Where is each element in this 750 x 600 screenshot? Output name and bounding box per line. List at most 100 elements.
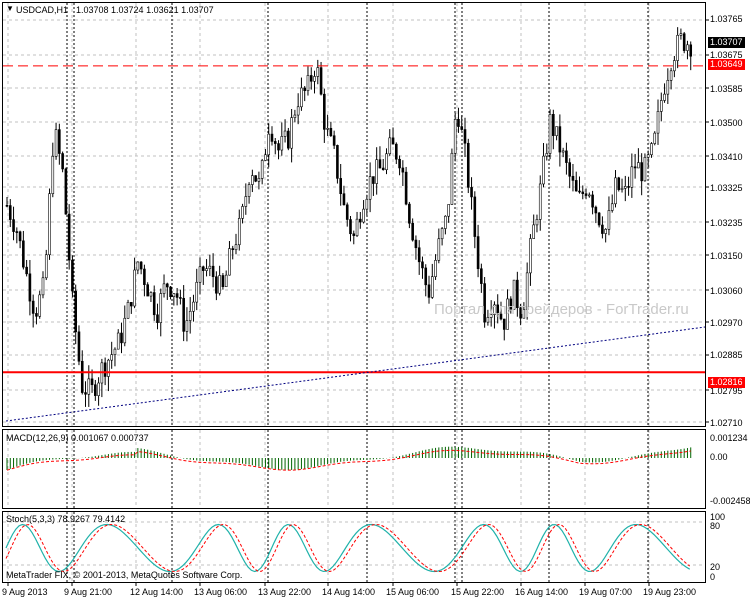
candle-body <box>394 143 398 160</box>
candle-body <box>493 304 496 315</box>
candle-body <box>359 218 362 223</box>
candle-body <box>430 276 434 298</box>
candle-body <box>228 248 231 276</box>
candle-body <box>391 137 395 145</box>
candle-body <box>607 210 611 230</box>
macd-panel-frame <box>2 429 706 509</box>
stoch-panel-frame <box>2 511 706 583</box>
candle-body <box>113 348 117 355</box>
candle-body <box>188 310 192 321</box>
candle-body <box>283 130 287 137</box>
candle-body <box>460 126 464 130</box>
candle-body <box>231 248 235 251</box>
candle-body <box>676 34 679 61</box>
current-price-box: 1.03707 <box>708 37 745 48</box>
price-axis-label: 1.02970 <box>710 318 743 328</box>
candle-body <box>51 155 55 194</box>
candle-body <box>107 359 110 377</box>
candle-body <box>146 284 149 297</box>
candle-body <box>97 382 100 396</box>
candle-body <box>421 261 424 269</box>
candle-body <box>555 126 558 136</box>
candle-body <box>336 145 339 179</box>
time-axis-label: 12 Aug 14:00 <box>130 587 184 597</box>
candle-body <box>538 183 542 220</box>
candle-body <box>666 79 670 95</box>
candle-body <box>133 269 136 307</box>
price-axis-label: 1.03585 <box>710 84 743 94</box>
candle-body <box>126 302 130 319</box>
candle-body <box>280 136 284 151</box>
candle-body <box>103 362 107 377</box>
candle-body <box>267 133 271 156</box>
candle-body <box>316 67 320 77</box>
candle-body <box>682 33 686 51</box>
copyright-label: MetaTrader FIX, © 2001-2013, MetaQuotes … <box>6 570 243 580</box>
candle-body <box>450 152 454 205</box>
candle-body <box>355 218 359 236</box>
candle-body <box>368 176 372 200</box>
candle-body <box>221 275 225 288</box>
candle-body <box>519 307 522 319</box>
candle-body <box>365 198 369 210</box>
macd-axis-label: -0.002458 <box>710 496 750 506</box>
candle-body <box>689 44 693 57</box>
candle-body <box>571 175 575 181</box>
candle-body <box>264 154 267 161</box>
candle-body <box>434 260 437 277</box>
candle-body <box>476 236 480 270</box>
candle-body <box>552 114 555 136</box>
candle-body <box>329 127 333 137</box>
candle-body <box>447 204 450 217</box>
time-axis-label: 19 Aug 07:00 <box>579 587 633 597</box>
main-panel-frame <box>2 2 706 427</box>
price-axis-label: 1.03235 <box>710 218 743 228</box>
candle-body <box>175 293 179 298</box>
candle-body <box>643 157 647 182</box>
candle-body <box>529 238 532 274</box>
candle-body <box>159 293 163 323</box>
candle-body <box>22 240 25 268</box>
candle-body <box>273 141 277 144</box>
candle-body <box>116 332 120 350</box>
candle-body <box>123 317 127 344</box>
candle-body <box>234 244 238 251</box>
candle-body <box>251 175 254 185</box>
vertical-markers <box>66 3 649 582</box>
candle-body <box>509 298 513 310</box>
price-axis-label: 1.02885 <box>710 350 743 360</box>
macd-axis-label: 0.00 <box>710 452 728 462</box>
candle-body <box>247 184 251 197</box>
candle-body <box>84 392 87 395</box>
stoch-main-line <box>5 523 691 573</box>
candle-body <box>64 168 68 215</box>
candle-body <box>270 133 274 142</box>
candle-body <box>489 314 493 318</box>
candle-body <box>372 176 375 184</box>
candle-body <box>637 162 640 169</box>
price-levels <box>3 65 706 422</box>
candle-body <box>110 354 113 361</box>
candle-body <box>663 93 666 101</box>
candle-body <box>516 279 519 309</box>
candle-body <box>601 224 604 234</box>
candle-body <box>215 276 218 294</box>
candle-body <box>408 203 411 224</box>
candlesticks <box>5 27 693 407</box>
candle-body <box>499 313 503 320</box>
candle-body <box>463 129 467 144</box>
candle-body <box>594 206 598 214</box>
candle-body <box>646 154 650 158</box>
candle-body <box>581 191 585 195</box>
candle-body <box>130 302 133 307</box>
candle-body <box>313 76 316 82</box>
candle-body <box>417 247 421 263</box>
ohlc-label: 1.03708 1.03724 1.03621 1.03707 <box>76 5 214 15</box>
stoch-axis-label: 20 <box>710 562 721 572</box>
candle-body <box>650 143 653 156</box>
symbol-label: USDCAD,H1 <box>16 5 69 15</box>
time-axis-label: 15 Aug 06:00 <box>386 587 440 597</box>
candle-body <box>323 93 326 130</box>
candle-body <box>244 196 248 207</box>
